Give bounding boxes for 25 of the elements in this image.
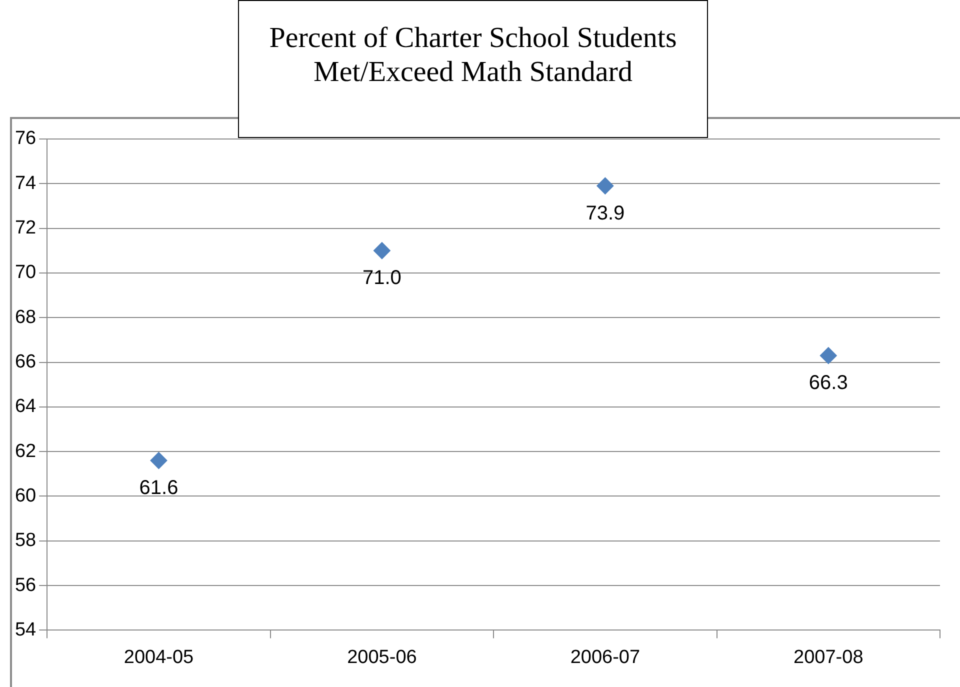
point: [820, 347, 837, 364]
y-tick-label: 72: [14, 218, 36, 239]
chart-title: Percent of Charter School Students Met/Exceed Math Standard: [238, 0, 708, 138]
y-tick-label: 76: [14, 128, 36, 150]
data-label: 71.0: [362, 267, 402, 290]
data-label: 73.9: [586, 202, 625, 224]
y-tick-label: 58: [14, 530, 36, 552]
y-tick-label: 54: [14, 619, 37, 640]
y-tick-label: 68: [14, 306, 36, 328]
y-tick-label: 62: [14, 440, 36, 462]
y-tick-label: 56: [14, 574, 36, 596]
data-label: 61.6: [139, 477, 178, 500]
y-tick-label: 74: [14, 172, 37, 194]
y-tick-label: 66: [14, 352, 36, 373]
point: [373, 242, 390, 260]
x-tick-label: 2005-06: [347, 646, 417, 668]
data-label: 66.3: [808, 372, 848, 394]
y-tick-label: 64: [14, 396, 37, 418]
point: [150, 452, 168, 470]
y-tick-label: 60: [14, 485, 36, 506]
x-tick-label: 2006-07: [570, 646, 640, 668]
point: [596, 177, 614, 194]
y-tick-label: 70: [14, 262, 36, 284]
x-tick-label: 2004-05: [124, 646, 194, 668]
x-tick-label: 2007-08: [794, 646, 864, 668]
